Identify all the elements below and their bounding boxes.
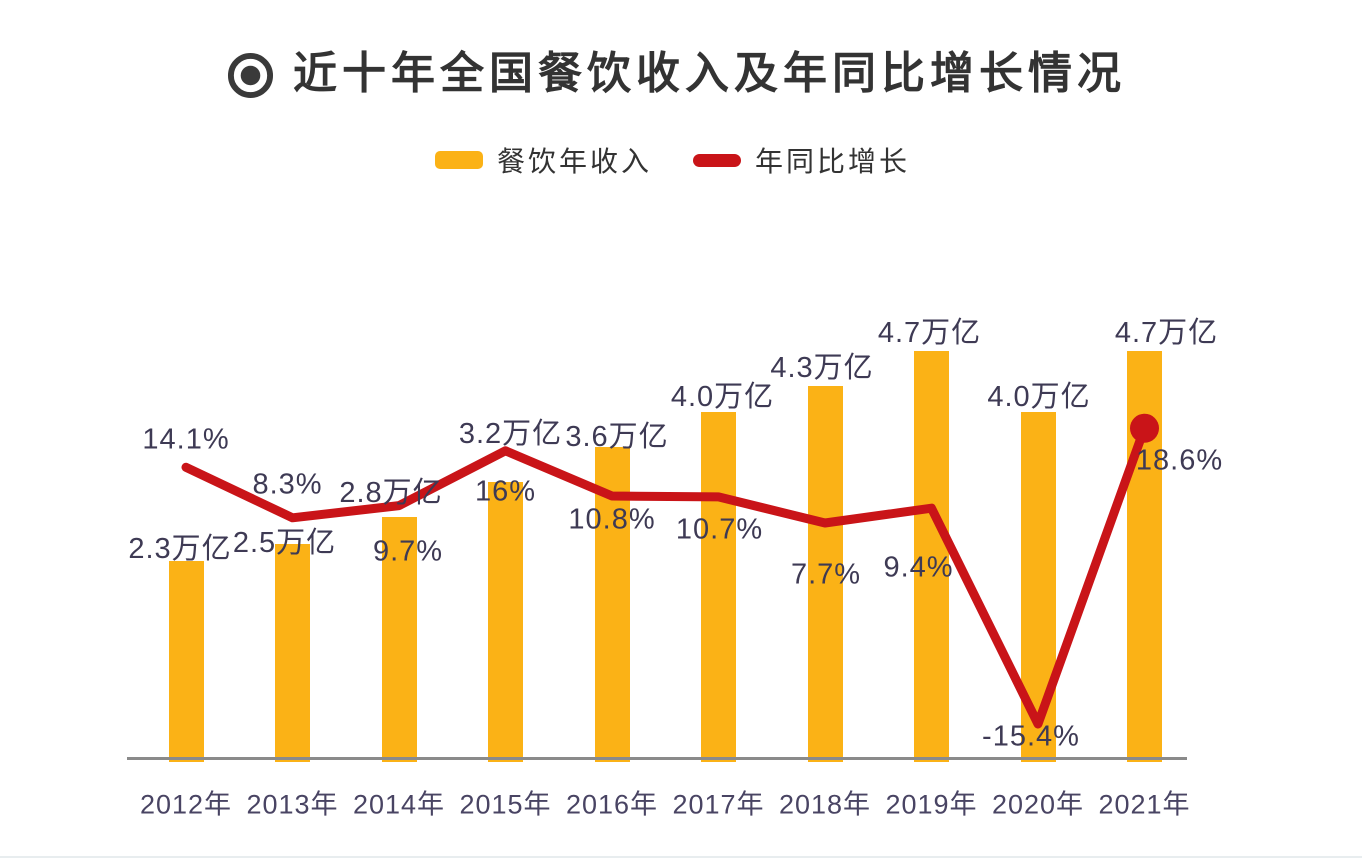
legend-item-growth: 年同比增长: [693, 143, 910, 177]
bar-2013年: [275, 543, 310, 762]
legend-label-revenue: 餐饮年收入: [497, 146, 653, 177]
line-swatch-icon: [693, 153, 741, 167]
bar-value-label-2018年: 4.3万亿: [770, 352, 874, 385]
x-axis-label-2020年: 2020年: [991, 789, 1085, 820]
bar-value-label-2017年: 4.0万亿: [670, 381, 775, 414]
bar-2016年: [594, 447, 630, 762]
growth-value-label-2013年: 8.3%: [252, 468, 323, 501]
x-axis-label-2014年: 2014年: [352, 789, 446, 820]
bar-value-label-2020年: 4.0万亿: [987, 381, 1091, 414]
growth-value-label-2015年: 16%: [474, 475, 537, 508]
bar-value-label-2016年: 3.6万亿: [565, 421, 669, 454]
growth-value-label-2018年: 7.7%: [790, 558, 862, 591]
growth-polyline: [181, 423, 1149, 729]
bar-2021年: [1127, 351, 1162, 762]
x-axis-label-2018年: 2018年: [778, 789, 872, 820]
bar-value-label-2021年: 4.7万亿: [1114, 317, 1219, 350]
x-axis-label-2012年: 2012年: [139, 789, 233, 820]
bar-2015年: [488, 482, 523, 762]
bar-value-label-2015年: 3.2万亿: [458, 418, 563, 451]
x-axis-line: [127, 757, 1187, 760]
bottom-edge-line: [0, 856, 1362, 858]
x-axis-label-2016年: 2016年: [565, 789, 659, 820]
bar-2017年: [701, 412, 736, 762]
bar-value-label-2012年: 2.3万亿: [128, 532, 232, 565]
x-axis-label-2015年: 2015年: [459, 789, 552, 820]
growth-value-label-2021年: 18.6%: [1135, 444, 1224, 477]
growth-value-label-2014年: 9.7%: [372, 535, 444, 568]
page-title: 近十年全国餐饮收入及年同比增长情况: [293, 49, 1126, 98]
x-axis-label-2017年: 2017年: [672, 789, 765, 820]
legend-item-revenue: 餐饮年收入: [435, 143, 652, 177]
bullseye-icon: [227, 52, 274, 99]
bar-value-label-2013年: 2.5万亿: [232, 526, 337, 559]
x-axis-label-2019年: 2019年: [885, 789, 978, 820]
legend-label-growth: 年同比增长: [755, 146, 911, 177]
x-axis-label-2021年: 2021年: [1098, 789, 1191, 820]
bar-2012年: [168, 560, 204, 762]
growth-value-label-2017年: 10.7%: [675, 513, 764, 546]
bar-2020年: [1020, 412, 1056, 762]
bar-swatch-icon: [435, 151, 483, 169]
growth-value-label-2016年: 10.8%: [568, 503, 656, 536]
bar-value-label-2014年: 2.8万亿: [339, 477, 443, 510]
bar-value-label-2019年: 4.7万亿: [877, 317, 982, 350]
growth-value-label-2019年: 9.4%: [883, 551, 954, 584]
growth-value-label-2020年: -15.4%: [982, 720, 1080, 753]
x-axis-label-2013年: 2013年: [246, 789, 339, 820]
growth-value-label-2012年: 14.1%: [142, 423, 230, 456]
